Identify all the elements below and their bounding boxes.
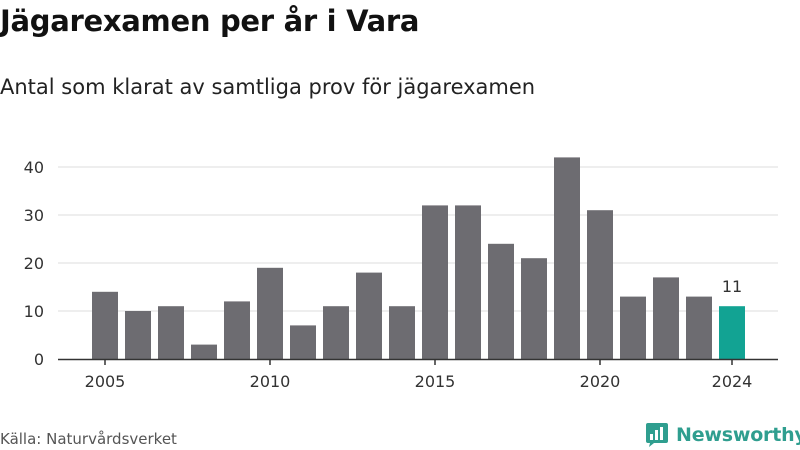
x-tick-label: 2020 [580, 372, 621, 391]
bar-2017 [488, 243, 514, 359]
bar-2024 [719, 306, 745, 359]
y-tick-label: 40 [24, 158, 44, 177]
bar-2006 [125, 311, 151, 359]
y-tick-label: 30 [24, 206, 44, 225]
bar-2009 [224, 301, 250, 359]
bar-2023 [686, 296, 712, 359]
x-tick-label: 2005 [85, 372, 126, 391]
brand-logo[interactable]: Newsworthy [645, 420, 800, 450]
bar-chart: 0 10 20 30 40 11 2005 2010 2015 2020 2024 [24, 157, 778, 391]
bar-2015 [422, 205, 448, 359]
bar-2022 [653, 277, 679, 359]
source-note: Källa: Naturvårdsverket [0, 430, 177, 448]
chart-title: Jägarexamen per år i Vara [0, 4, 420, 38]
bar-2008 [191, 344, 217, 359]
bar-2007 [158, 306, 184, 359]
bar-2016 [455, 205, 481, 359]
bar-2014 [389, 306, 415, 359]
bar-2021 [620, 296, 646, 359]
x-tick-label: 2024 [712, 372, 753, 391]
y-tick-label: 0 [34, 350, 44, 369]
bar-2013 [356, 272, 382, 359]
y-tick-label: 10 [24, 302, 44, 321]
bar-2005 [92, 291, 118, 359]
bar-2011 [290, 325, 316, 359]
newsworthy-logo-icon [646, 423, 668, 447]
bar-2020 [587, 210, 613, 359]
x-tick-label: 2015 [415, 372, 456, 391]
bar-2010 [257, 267, 283, 359]
brand-name: Newsworthy [676, 424, 800, 446]
bar-2019 [554, 157, 580, 359]
bar-2012 [323, 306, 349, 359]
y-tick-label: 20 [24, 254, 44, 273]
bar-2018 [521, 258, 547, 359]
data-label: 11 [722, 277, 742, 296]
chart-subtitle: Antal som klarat av samtliga prov för jä… [0, 75, 536, 99]
x-tick-label: 2010 [250, 372, 291, 391]
